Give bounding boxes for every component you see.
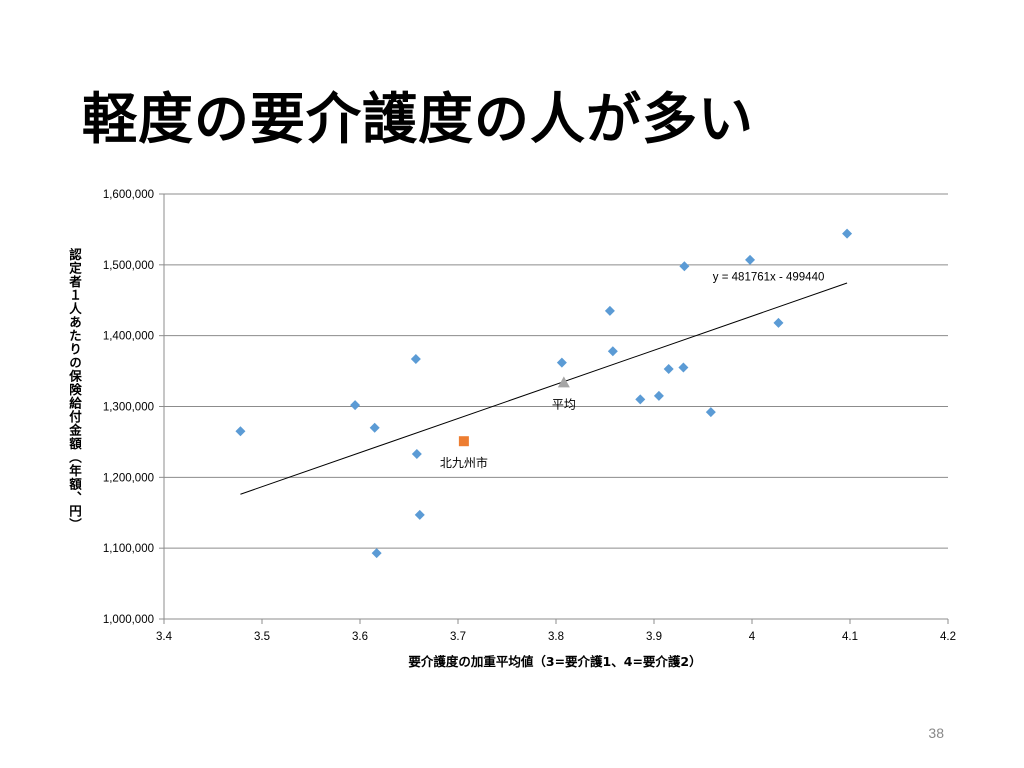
data-point-diamond [663, 363, 674, 374]
data-point-diamond [604, 305, 615, 316]
x-tick-label: 4 [749, 631, 756, 643]
data-point-diamond [678, 362, 689, 373]
gridlines [164, 193, 948, 549]
trendline-line [240, 282, 848, 495]
y-tick-label: 1,200,000 [103, 472, 154, 484]
annotations: 北九州市 平均 [440, 397, 576, 470]
y-tick-label: 1,000,000 [103, 614, 154, 626]
page-number: 38 [928, 725, 944, 741]
data-point-diamond [705, 407, 716, 418]
y-tick-label: 1,400,000 [103, 331, 154, 343]
data-point-diamond [371, 548, 382, 559]
data-point-diamond [679, 261, 690, 272]
y-axis-label: 認定者１人あたりの保険給付金額（年額、円） [67, 248, 82, 532]
data-point-diamond [410, 354, 421, 365]
data-point-diamond [235, 426, 246, 437]
y-tick-label: 1,300,000 [103, 402, 154, 414]
data-point-diamond [369, 422, 380, 433]
data-points [235, 228, 853, 559]
data-point-diamond [411, 448, 422, 459]
y-tick-label: 1,100,000 [103, 543, 154, 555]
x-tick-label: 3.4 [156, 631, 173, 643]
x-tick-label: 4.2 [940, 631, 956, 643]
data-point-diamond [556, 357, 567, 368]
trendline-equation: y = 481761x - 499440 [713, 271, 825, 283]
x-tick-label: 3.7 [450, 631, 466, 643]
data-point-diamond [745, 254, 756, 265]
data-point-diamond [607, 346, 618, 357]
x-tick-label: 3.6 [352, 631, 368, 643]
x-axis-label: 要介護度の加重平均値（3=要介護1、4=要介護2） [408, 654, 702, 669]
axes [159, 193, 949, 624]
annotation-label: 北九州市 [440, 455, 488, 470]
data-point-diamond [773, 317, 784, 328]
data-point-diamond [635, 394, 646, 405]
x-tick-label: 3.9 [646, 631, 662, 643]
annotation-label: 平均 [552, 397, 576, 411]
trendline: y = 481761x - 499440 [240, 271, 848, 495]
x-tick-label: 3.5 [254, 631, 270, 643]
data-point-diamond [653, 390, 664, 401]
y-tick-label: 1,600,000 [103, 189, 154, 201]
y-tick-labels: 1,000,000 1,100,000 1,200,000 1,300,000 1,40… [103, 189, 154, 626]
data-point-diamond [350, 400, 361, 411]
x-tick-label: 4.1 [842, 631, 858, 643]
data-point-diamond [842, 228, 853, 239]
x-tick-label: 3.8 [548, 631, 564, 643]
data-point-diamond [414, 509, 425, 520]
data-point-triangle [557, 376, 570, 388]
y-tick-label: 1,500,000 [103, 260, 154, 272]
slide-title: 軽度の要介護度の人が多い [82, 87, 755, 151]
x-tick-labels: 3.4 3.5 3.6 3.7 3.8 3.9 4 4.1 4.2 [156, 631, 956, 643]
data-point-square [458, 436, 469, 447]
